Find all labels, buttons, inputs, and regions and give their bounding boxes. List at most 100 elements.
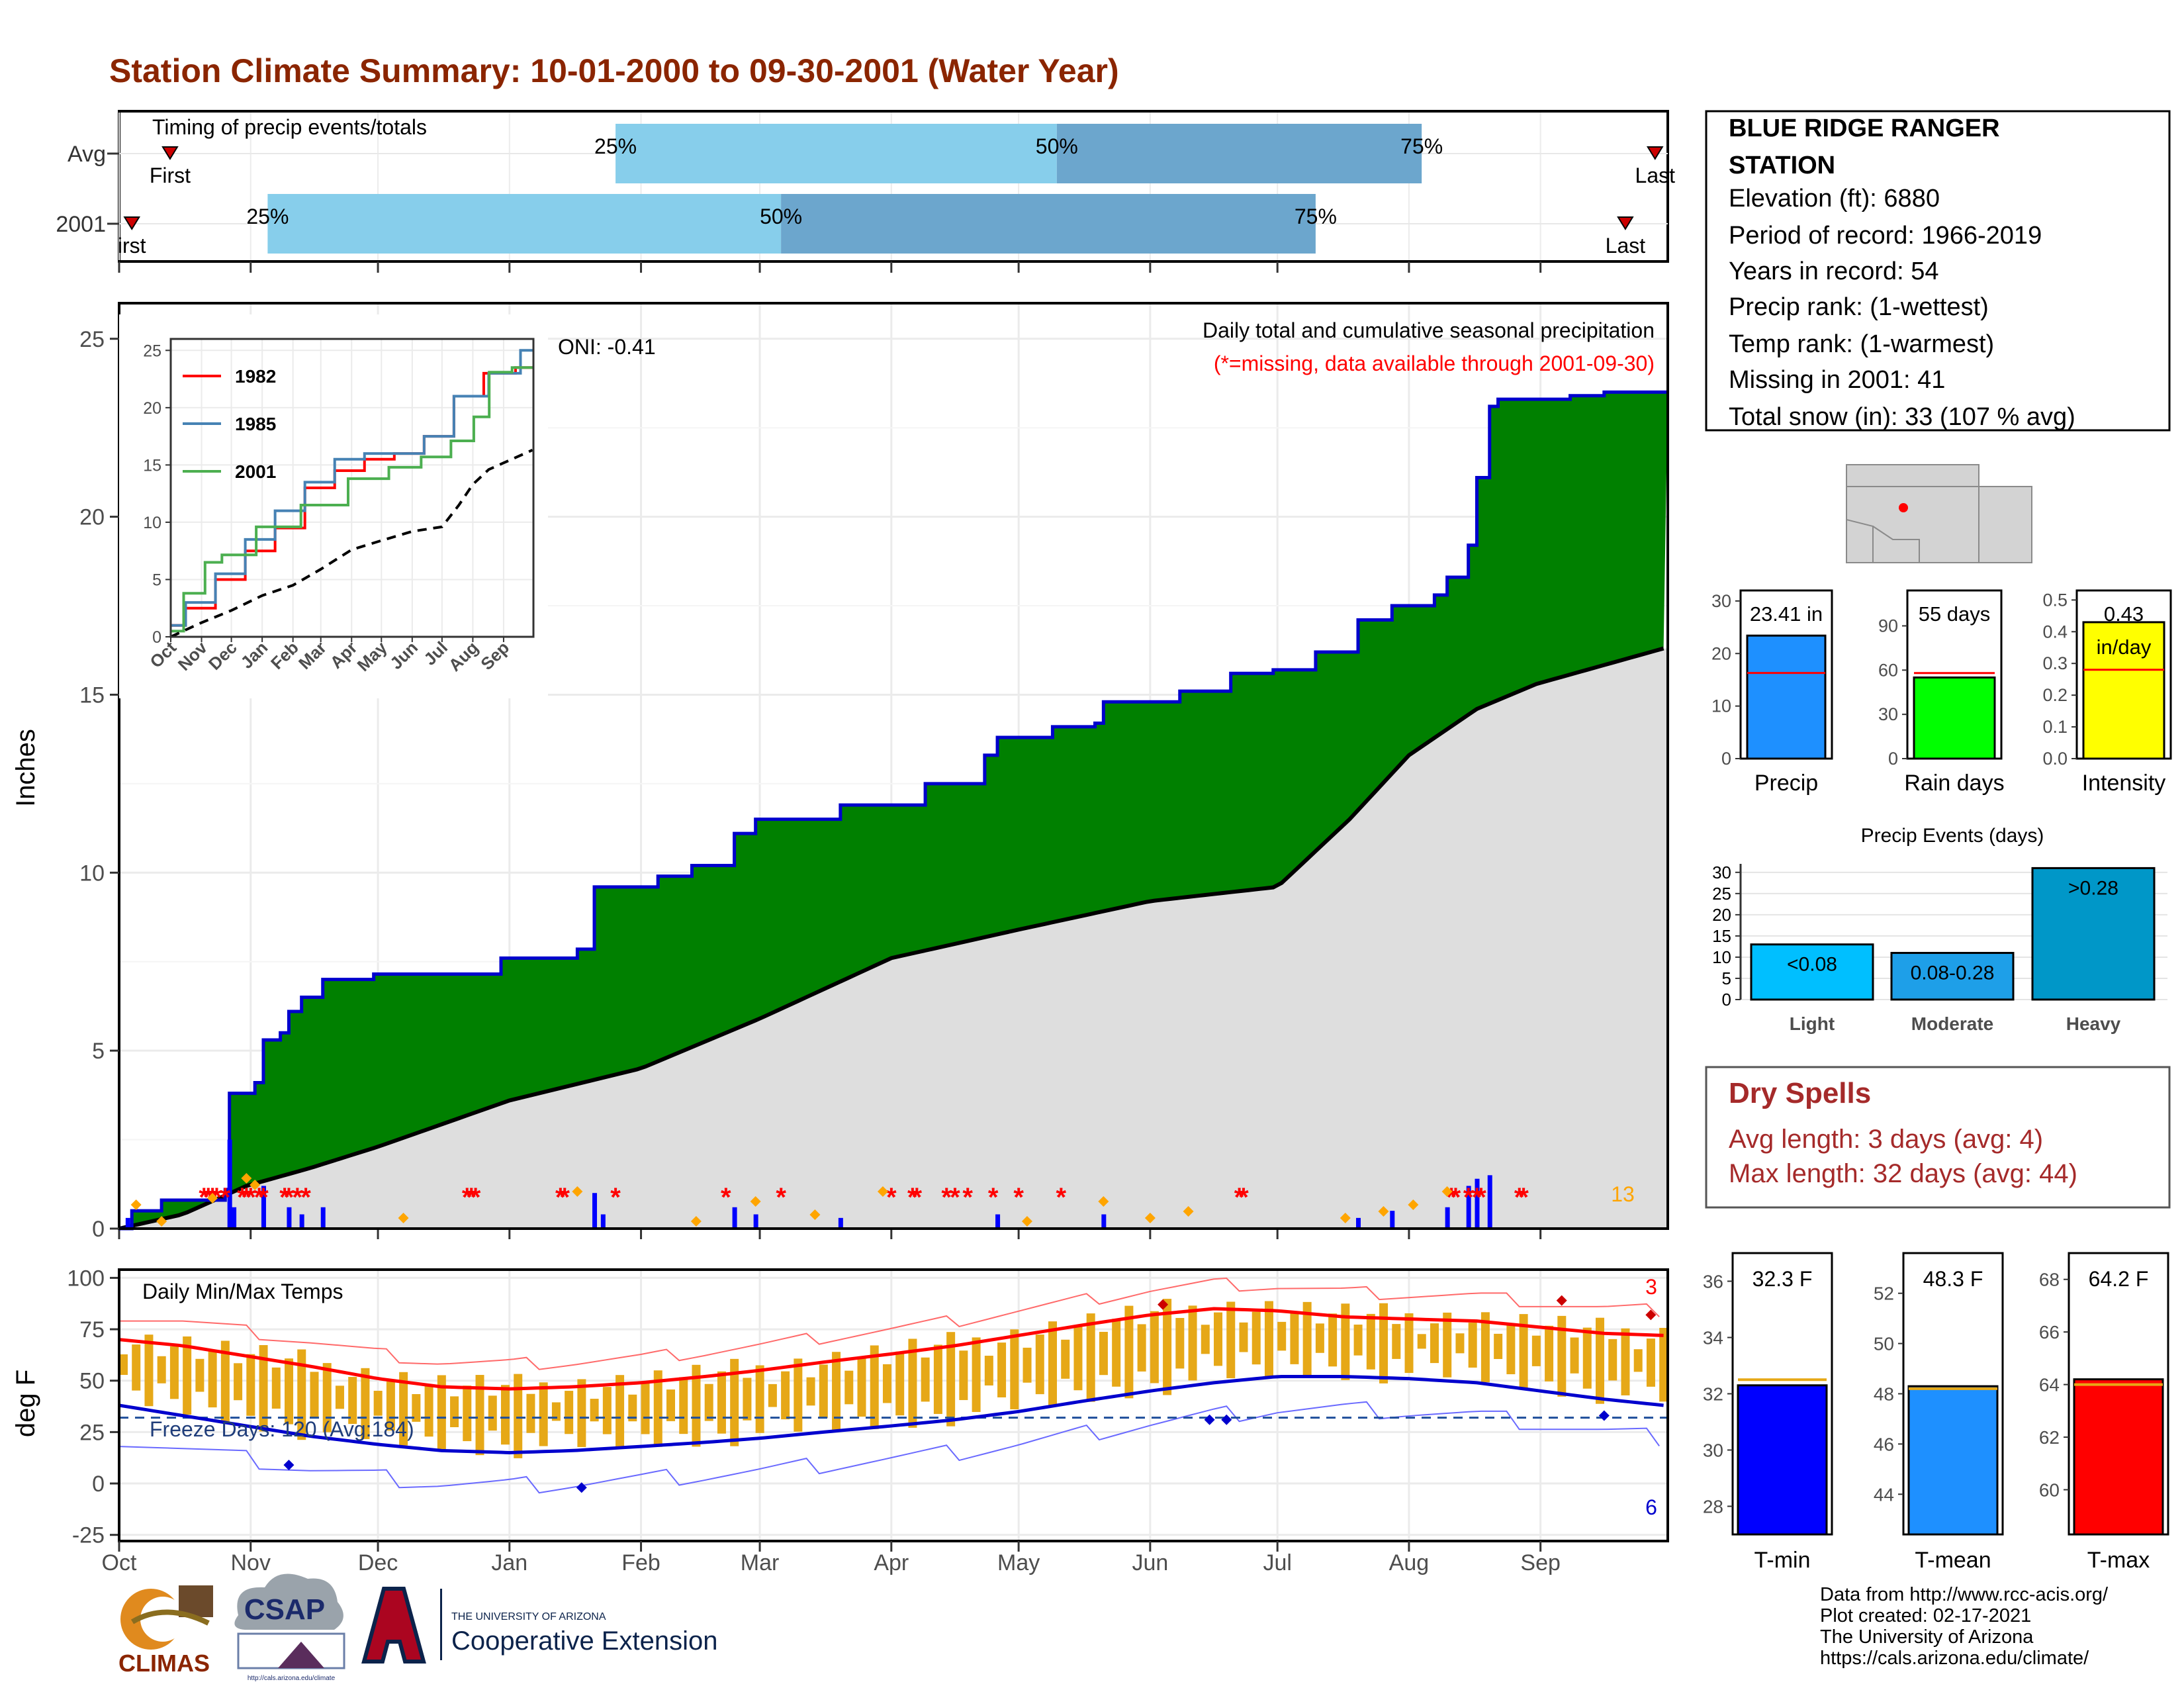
- record-marker: [1158, 1299, 1169, 1310]
- daily-temp-bar: [399, 1372, 408, 1446]
- events-bar: [1890, 952, 2015, 1001]
- daily-temp-bar: [500, 1385, 510, 1445]
- timing-p25-label: 25%: [594, 134, 637, 158]
- daily-temp-bar: [1264, 1301, 1273, 1377]
- daily-temp-bar: [119, 1354, 128, 1376]
- temp-panel-ytick-label: 34: [1703, 1328, 1723, 1348]
- month-tick-label: Oct: [102, 1550, 137, 1575]
- cumulative-precip-area: [119, 392, 1668, 1229]
- daily-temp-bar: [1430, 1323, 1439, 1364]
- missing-day-marker: *: [941, 1183, 952, 1212]
- daily-temp-bar: [1073, 1326, 1083, 1391]
- snow-count: 13: [1611, 1182, 1635, 1206]
- snow-day-marker: [156, 1216, 167, 1227]
- daily-temp-bar: [1112, 1319, 1121, 1387]
- missing-day-marker: *: [246, 1183, 256, 1212]
- csap-logo-url: http://cals.arizona.edu/climate: [248, 1675, 336, 1682]
- station-location-marker: [1899, 503, 1908, 512]
- footer-line4: https://cals.arizona.edu/climate/: [1820, 1648, 2089, 1669]
- daily-temp-bar: [1035, 1335, 1044, 1395]
- daily-temp-bar: [1417, 1334, 1426, 1349]
- inset-ytick-label: 20: [143, 399, 161, 418]
- csap-logo: CSAP http://cals.arizona.edu/climate: [234, 1573, 345, 1682]
- normal-precip-area: [119, 648, 1668, 1229]
- oni-label: ONI: -0.41: [558, 335, 656, 359]
- temp-panel-bar: [1907, 1385, 1999, 1536]
- daily-temp-bar: [1480, 1312, 1490, 1383]
- missing-day-marker: *: [886, 1183, 897, 1212]
- daily-temp-bar: [322, 1363, 332, 1432]
- daily-temp-bar: [361, 1368, 370, 1439]
- tmax-normal-line: [118, 1307, 1664, 1391]
- footer-line3: The University of Arizona: [1820, 1626, 2034, 1648]
- small-panel-ytick-label: 10: [1711, 696, 1731, 716]
- small-panel-ytick-label: 30: [1711, 591, 1731, 611]
- daily-temp-bar: [1621, 1328, 1630, 1395]
- missing-day-marker: *: [962, 1183, 973, 1212]
- daily-temp-bar: [514, 1374, 523, 1458]
- daily-precip-bar: [261, 1186, 266, 1229]
- daily-precip-bar: [1466, 1186, 1471, 1229]
- daily-temp-bar: [348, 1377, 357, 1425]
- first-event-marker: [123, 216, 141, 230]
- dry-spells-title: Dry Spells: [1729, 1077, 1871, 1109]
- timing-p25-label: 25%: [246, 205, 289, 228]
- month-tick-label: Jun: [1132, 1550, 1168, 1575]
- timing-bar-50-75: [781, 194, 1316, 254]
- inset-ytick-label: 5: [152, 571, 161, 589]
- daily-temp-bar: [1124, 1305, 1134, 1399]
- missing-day-marker: *: [466, 1183, 477, 1212]
- daily-temp-bar: [1086, 1313, 1095, 1402]
- month-tick-label: Apr: [874, 1550, 909, 1575]
- daily-precip-bar: [1101, 1214, 1107, 1229]
- daily-temp-bar: [310, 1372, 319, 1417]
- temp-panel-ytick-label: 62: [2039, 1427, 2060, 1448]
- temp-panel-value-label: 64.2 F: [2089, 1267, 2149, 1291]
- daily-temp-bar: [1557, 1315, 1567, 1397]
- events-bar-label: <0.08: [1787, 954, 1837, 976]
- small-panel-ytick-label: 0.2: [2042, 685, 2068, 705]
- daily-temp-bar: [602, 1387, 612, 1434]
- temp-panel-ytick-label: 28: [1703, 1497, 1723, 1517]
- daily-temp-bar: [1048, 1321, 1057, 1406]
- daily-temp-bar: [1659, 1327, 1668, 1402]
- first-event-label: irst: [118, 234, 146, 258]
- temp-panel-ytick-label: 52: [1874, 1284, 1894, 1304]
- missing-day-marker: *: [237, 1183, 248, 1212]
- missing-day-marker: *: [284, 1183, 295, 1212]
- first-event-label: First: [150, 164, 191, 187]
- daily-temp-bar: [437, 1375, 446, 1452]
- station-elevation: Elevation (ft): 6880: [1729, 185, 1940, 212]
- missing-day-marker: *: [988, 1183, 999, 1212]
- daily-temp-bar: [220, 1340, 230, 1423]
- last-event-label: Last: [1635, 164, 1676, 187]
- small-panel-ytick-label: 0.5: [2042, 590, 2068, 610]
- daily-temp-bar: [768, 1383, 777, 1407]
- daily-temp-bar: [1150, 1311, 1159, 1383]
- daily-temp-bar: [551, 1402, 561, 1421]
- ua-logo-big: Cooperative Extension: [451, 1626, 717, 1656]
- daily-temp-bar: [488, 1395, 497, 1431]
- daily-temp-bar: [335, 1385, 344, 1409]
- daily-temp-bar: [628, 1394, 637, 1422]
- temp-panel-title: Daily Min/Max Temps: [142, 1280, 343, 1303]
- daily-temp-bar: [1545, 1325, 1554, 1382]
- precip-events-title: Precip Events (days): [1861, 825, 2044, 847]
- daily-temp-bar: [450, 1396, 459, 1428]
- missing-day-marker: *: [242, 1183, 252, 1212]
- daily-precip-bar: [299, 1214, 304, 1229]
- daily-temp-bar: [1239, 1322, 1248, 1352]
- snow-day-marker: [809, 1209, 821, 1220]
- month-tick-label: Nov: [231, 1550, 271, 1575]
- daily-temp-bar: [641, 1382, 650, 1434]
- small-panel-ytick-label: 90: [1878, 616, 1898, 635]
- month-tick-label: Jan: [491, 1550, 527, 1575]
- daily-temp-bar: [1519, 1314, 1528, 1389]
- record-marker: [283, 1460, 295, 1471]
- record-marker: [1598, 1410, 1610, 1421]
- daily-temp-bar: [271, 1367, 281, 1409]
- freeze-days-label: Freeze Days: 120 (Avg:184): [150, 1417, 414, 1441]
- daily-temp-bar: [1443, 1312, 1452, 1378]
- small-panel-xlabel: Precip: [1754, 771, 1818, 796]
- missing-day-marker: *: [1234, 1183, 1245, 1212]
